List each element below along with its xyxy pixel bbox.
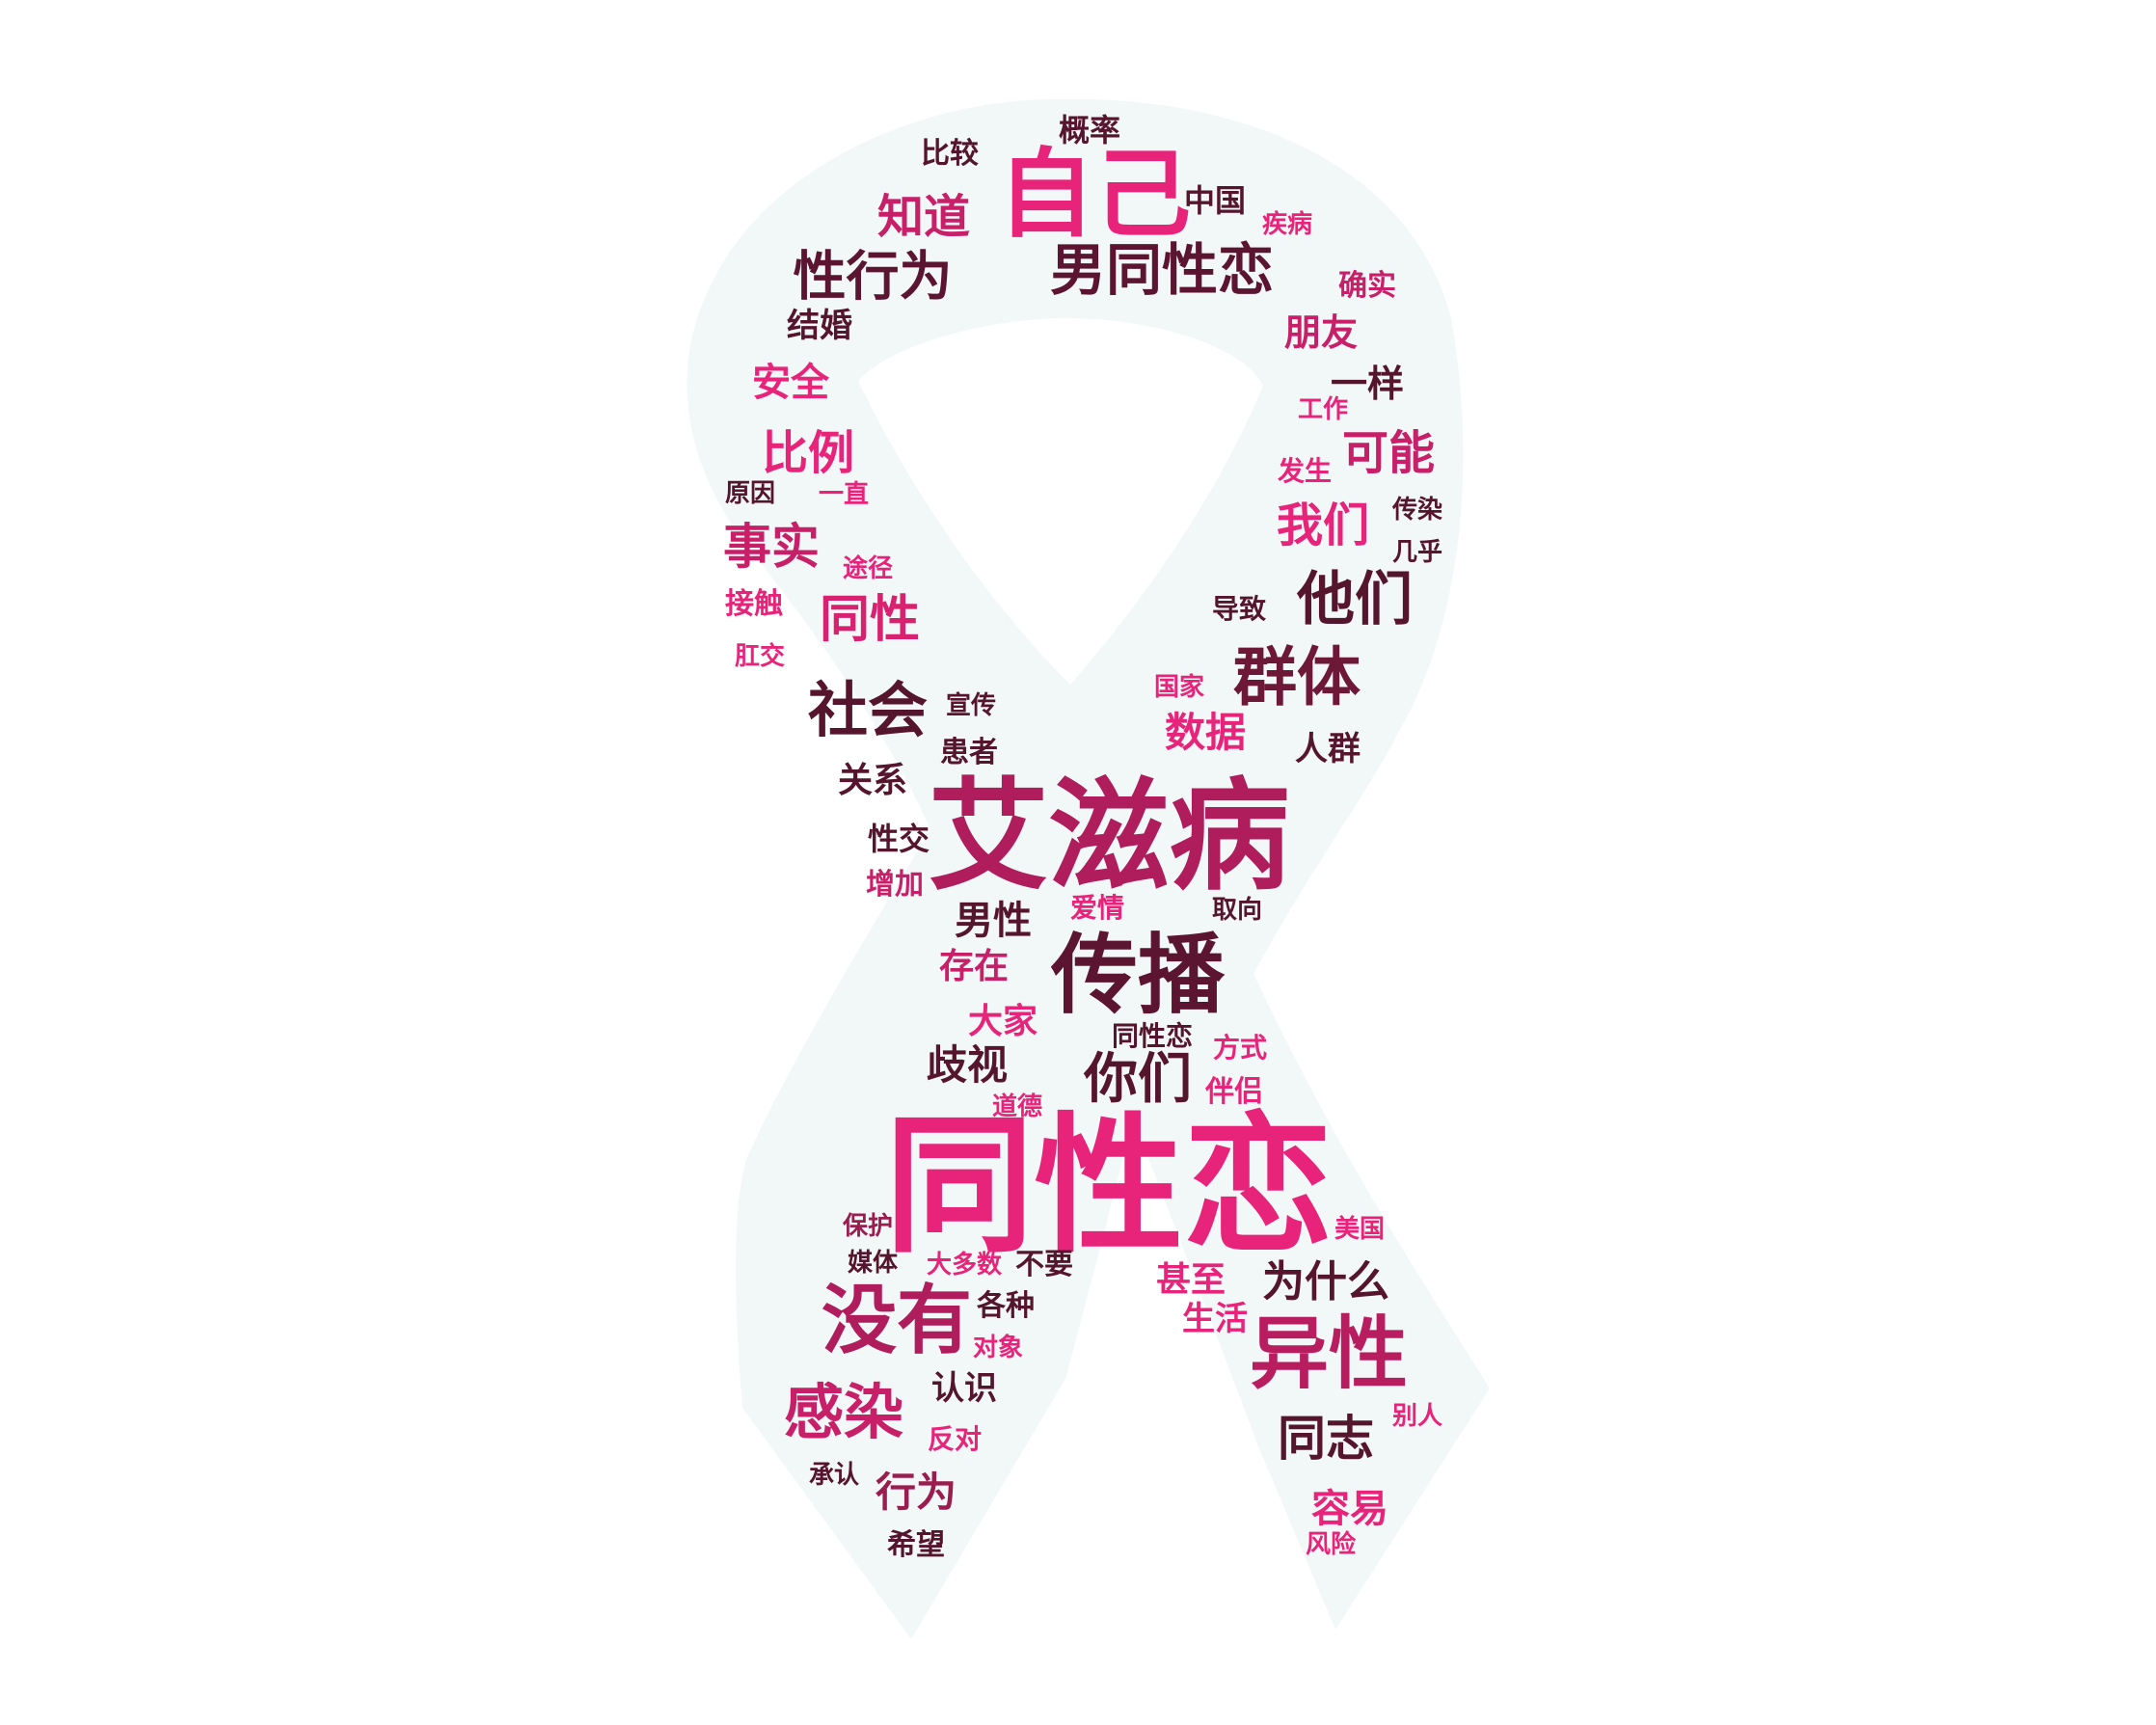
cloud-word: 大多数	[926, 1251, 1003, 1280]
cloud-word: 媒体	[847, 1249, 899, 1278]
cloud-word: 肛交	[734, 642, 786, 671]
cloud-word: 一直	[818, 480, 870, 509]
cloud-word: 比例	[761, 426, 855, 480]
cloud-word: 美国	[1334, 1215, 1386, 1244]
cloud-word: 为什么	[1262, 1257, 1389, 1307]
cloud-word: 几乎	[1391, 538, 1443, 567]
cloud-word: 没有	[821, 1278, 973, 1364]
cloud-word: 发生	[1277, 455, 1333, 487]
cloud-word: 同性恋	[1111, 1020, 1194, 1052]
cloud-word: 认识	[931, 1369, 997, 1408]
cloud-word: 你们	[1084, 1048, 1192, 1111]
cloud-word: 爱情	[1069, 892, 1125, 924]
cloud-word: 社会	[807, 675, 929, 745]
cloud-word: 伴侣	[1205, 1075, 1263, 1109]
cloud-word: 生活	[1182, 1300, 1248, 1338]
cloud-word: 风险	[1305, 1530, 1357, 1559]
cloud-word: 保护	[842, 1212, 894, 1241]
cloud-word: 结婚	[787, 307, 852, 345]
cloud-word: 异性	[1249, 1308, 1409, 1400]
cloud-word: 比较	[921, 137, 979, 171]
cloud-word: 性行为	[793, 245, 953, 308]
cloud-word: 途径	[842, 554, 894, 583]
cloud-word: 艾滋病	[928, 767, 1290, 907]
cloud-word: 确实	[1338, 269, 1396, 303]
cloud-word: 男性	[955, 899, 1032, 943]
cloud-word: 自己	[998, 138, 1191, 251]
cloud-word: 取向	[1211, 896, 1263, 925]
cloud-word: 希望	[887, 1528, 945, 1562]
cloud-word: 道德	[991, 1092, 1043, 1121]
cloud-word: 知道	[876, 190, 971, 244]
cloud-word: 传播	[1051, 925, 1225, 1026]
cloud-word: 反对	[927, 1423, 983, 1455]
cloud-word: 承认	[808, 1461, 860, 1490]
cloud-word: 行为	[875, 1469, 957, 1516]
cloud-word: 人群	[1295, 730, 1361, 768]
cloud-word: 存在	[938, 947, 1010, 986]
cloud-word: 感染	[783, 1377, 904, 1447]
cloud-word: 大家	[967, 1002, 1038, 1041]
cloud-word: 我们	[1276, 499, 1370, 553]
cloud-word: 同志	[1278, 1411, 1374, 1467]
cloud-word: 增加	[866, 868, 924, 902]
cloud-word: 不要	[1015, 1248, 1073, 1281]
cloud-word: 中国	[1183, 182, 1247, 219]
cloud-word: 宣传	[945, 691, 997, 720]
cloud-word: 一样	[1330, 363, 1405, 405]
cloud-word: 原因	[724, 479, 776, 508]
cloud-word: 别人	[1391, 1402, 1443, 1431]
ribbon-fill	[687, 98, 1490, 1639]
cloud-word: 安全	[752, 361, 829, 405]
cloud-word: 事实	[723, 519, 820, 575]
cloud-word: 国家	[1153, 673, 1205, 702]
cloud-word: 各种	[977, 1289, 1035, 1323]
cloud-word: 疾病	[1261, 210, 1313, 239]
cloud-word: 可能	[1341, 426, 1436, 480]
cloud-word: 对象	[972, 1334, 1024, 1362]
cloud-word: 方式	[1212, 1032, 1268, 1064]
cloud-word: 歧视	[926, 1041, 1009, 1089]
cloud-word: 性交	[867, 821, 930, 857]
cloud-word: 患者	[940, 736, 998, 769]
cloud-word: 工作	[1297, 395, 1349, 424]
cloud-word: 朋友	[1283, 311, 1359, 354]
cloud-word: 甚至	[1155, 1260, 1226, 1300]
cloud-word: 数据	[1164, 709, 1247, 756]
cloud-word: 概率	[1058, 112, 1121, 148]
cloud-word: 导致	[1211, 593, 1267, 625]
cloud-word: 同性	[819, 591, 921, 649]
cloud-word: 传染	[1391, 496, 1443, 525]
cloud-word: 他们	[1297, 566, 1413, 633]
cloud-word: 男同性恋	[1049, 237, 1275, 303]
cloud-word: 关系	[837, 761, 908, 800]
cloud-word: 群体	[1233, 640, 1361, 714]
cloud-word: 接触	[725, 587, 783, 621]
cloud-word: 容易	[1311, 1487, 1388, 1531]
cloud-word: 同性恋	[884, 1098, 1334, 1274]
